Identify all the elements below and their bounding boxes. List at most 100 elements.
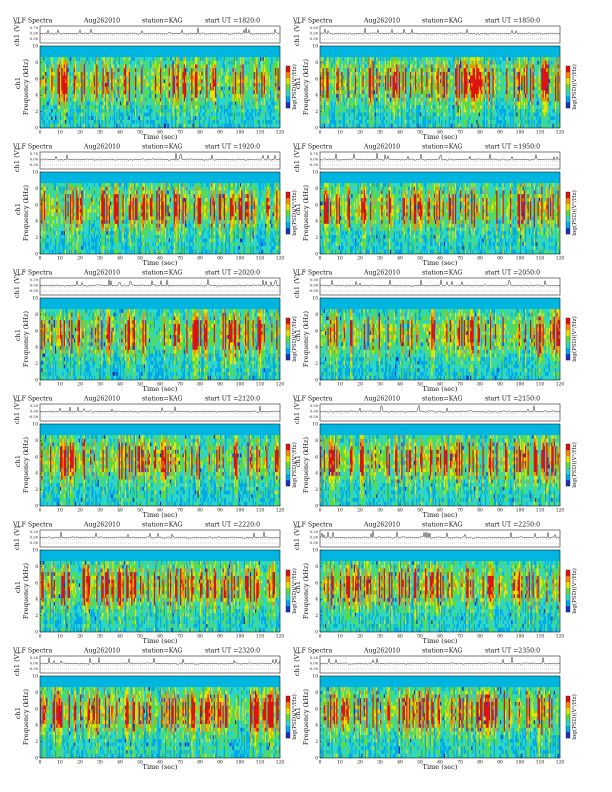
time-tick-label: 20 [357,509,363,514]
time-xlabel: Time (sec) [423,511,458,519]
colorbar-label: log(PSD)(V²/Hz) [571,442,578,488]
time-tick-label: 40 [117,257,123,262]
spectrogram-image [320,550,560,632]
time-tick-label: 90 [497,257,503,262]
waveform-ylabel: ch1 (V) [293,652,301,677]
waveform-ylabel: ch1 (V) [293,148,301,173]
freq-tick-label: 10 [312,549,318,554]
colorbar [286,66,290,108]
time-tick-label: 120 [556,635,565,640]
freq-tick-label: 10 [312,45,318,50]
wave-tick-label: -0.50 [309,289,319,293]
frequency-ylabel: Frequency (kHz) [302,437,310,494]
freq-tick-label: 10 [32,675,38,680]
time-tick-label: 110 [256,635,265,640]
frequency-ylabel: Frequency (kHz) [22,563,30,620]
wave-tick-label: 0.50 [310,278,319,282]
freq-tick-label: 8 [35,187,38,192]
time-tick-label: 70 [177,383,183,388]
panel-title: VLF Spectra Aug262010 station=KAG start UT … [12,144,260,151]
panel-title: VLF Spectra Aug262010 station=KAG start UT … [292,648,540,655]
time-tick-label: 80 [477,635,483,640]
waveform-ylabel: ch1 (V) [13,400,21,425]
time-tick-label: 40 [397,761,403,766]
time-tick-label: 90 [217,257,223,262]
colorbar [566,696,570,738]
time-tick-label: 10 [57,383,63,388]
time-tick-label: 80 [197,509,203,514]
time-tick-label: 120 [556,131,565,136]
waveform-frame [320,404,560,421]
time-tick-label: 70 [457,509,463,514]
panel-title: VLF Spectra Aug262010 station=KAG start UT … [292,522,540,529]
time-tick-label: 100 [236,257,245,262]
time-tick-label: 110 [536,635,545,640]
wave-tick-label: 0.00 [310,284,319,288]
wave-tick-label: -0.50 [309,667,319,671]
waveform-ylabel: ch1 (V) [13,22,21,47]
wave-tick-label: 0.00 [30,158,39,162]
time-tick-label: 110 [536,257,545,262]
time-tick-label: 20 [77,509,83,514]
frequency-ylabel: Frequency (kHz) [22,59,30,116]
wave-tick-label: -0.50 [309,541,319,545]
wave-tick-label: 0.00 [310,410,319,414]
time-tick-label: 70 [457,131,463,136]
time-tick-label: 120 [276,761,285,766]
freq-tick-label: 8 [315,439,318,444]
frequency-ylabel: Frequency (kHz) [22,689,30,746]
freq-tick-label: 4 [315,220,318,225]
freq-tick-label: 8 [315,61,318,66]
wave-tick-label: 0.70 [30,152,39,156]
time-tick-label: 0 [39,383,42,388]
waveform-ylabel: ch1 (V) [13,652,21,677]
time-tick-label: 120 [556,509,565,514]
time-tick-label: 40 [117,509,123,514]
wave-tick-label: 0.20 [30,656,39,660]
time-tick-label: 70 [457,257,463,262]
waveform-ylabel: ch1 (V) [13,274,21,299]
time-tick-label: 10 [57,131,63,136]
freq-tick-label: 4 [35,472,38,477]
time-tick-label: 30 [97,383,103,388]
freq-tick-label: 10 [32,549,38,554]
time-tick-label: 30 [377,509,383,514]
freq-tick-label: 8 [35,691,38,696]
frequency-ylabel: Frequency (kHz) [302,563,310,620]
time-tick-label: 20 [77,761,83,766]
wave-tick-label: 0.20 [310,656,319,660]
time-xlabel: Time (sec) [423,763,458,771]
panel-title: VLF Spectra Aug262010 station=KAG start UT … [292,18,540,25]
time-tick-label: 30 [97,257,103,262]
time-tick-label: 80 [197,761,203,766]
time-tick-label: 70 [457,635,463,640]
time-tick-label: 120 [276,509,285,514]
freq-tick-label: 8 [315,691,318,696]
freq-tick-label: 6 [35,581,38,586]
wave-tick-label: 0.00 [310,536,319,540]
panel-title: VLF Spectra Aug262010 station=KAG start UT … [12,270,260,277]
spectrogram-panel-1820-0: VLF Spectra Aug262010 station=KAG start UT … [12,18,298,142]
time-tick-label: 0 [319,257,322,262]
waveform-frame [320,152,560,169]
time-tick-label: 0 [39,635,42,640]
waveform-frame [40,26,280,43]
time-tick-label: 70 [177,761,183,766]
freq-tick-label: 10 [312,297,318,302]
freq-tick-label: 6 [35,77,38,82]
time-xlabel: Time (sec) [143,133,178,141]
freq-tick-label: 6 [315,77,318,82]
time-xlabel: Time (sec) [143,637,178,645]
freq-tick-label: 4 [315,94,318,99]
freq-tick-label: 6 [35,203,38,208]
wave-tick-label: -0.50 [29,667,39,671]
time-tick-label: 10 [57,257,63,262]
waveform-frame [40,404,280,421]
time-tick-label: 90 [217,509,223,514]
frequency-ylabel: Frequency (kHz) [302,311,310,368]
wave-tick-label: 0.00 [30,32,39,36]
freq-tick-label: 4 [35,94,38,99]
freq-tick-label: 2 [315,488,318,493]
wave-tick-label: -0.50 [29,37,39,41]
time-tick-label: 40 [397,257,403,262]
